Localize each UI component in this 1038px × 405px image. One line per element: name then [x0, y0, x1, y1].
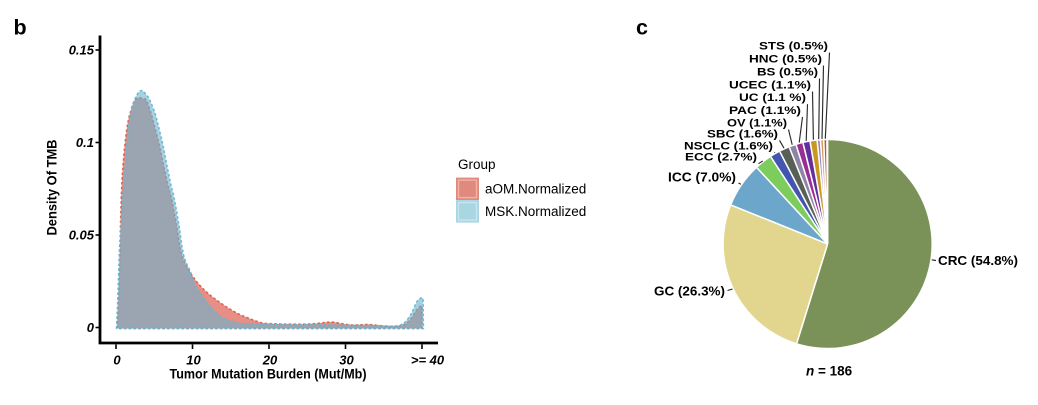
svg-text:SBC (1.6%): SBC (1.6%): [707, 128, 778, 140]
svg-text:GC (26.3%): GC (26.3%): [654, 284, 725, 299]
svg-text:ICC (7.0%): ICC (7.0%): [668, 170, 736, 185]
svg-text:MSK.Normalized: MSK.Normalized: [485, 204, 586, 219]
svg-text:BS (0.5%): BS (0.5%): [757, 67, 818, 79]
svg-text:Group: Group: [458, 157, 496, 172]
svg-text:b: b: [14, 15, 27, 39]
svg-text:Density Of TMB: Density Of TMB: [44, 140, 60, 236]
svg-text:ECC (2.7%): ECC (2.7%): [685, 152, 757, 164]
svg-text:STS (0.5%): STS (0.5%): [759, 41, 828, 53]
svg-text:CRC (54.8%): CRC (54.8%): [938, 253, 1018, 268]
svg-text:Tumor Mutation Burden (Mut/Mb): Tumor Mutation Burden (Mut/Mb): [170, 366, 367, 382]
svg-text:HNC (0.5%): HNC (0.5%): [749, 54, 822, 66]
svg-text:0.15: 0.15: [69, 43, 95, 58]
svg-text:UC (1.1 %): UC (1.1 %): [739, 92, 806, 104]
svg-text:0: 0: [87, 320, 95, 335]
svg-text:0.1: 0.1: [76, 135, 94, 150]
svg-text:NSCLC (1.6%): NSCLC (1.6%): [684, 140, 773, 152]
svg-text:0: 0: [113, 353, 121, 368]
svg-text:n = 186: n = 186: [806, 364, 853, 379]
svg-text:c: c: [636, 16, 648, 40]
svg-text:aOM.Normalized: aOM.Normalized: [485, 182, 586, 197]
svg-text:PAC (1.1%): PAC (1.1%): [729, 105, 801, 117]
svg-text:0.05: 0.05: [69, 228, 95, 243]
svg-text:UCEC (1.1%): UCEC (1.1%): [729, 80, 811, 92]
svg-text:>= 40: >= 40: [411, 353, 445, 368]
